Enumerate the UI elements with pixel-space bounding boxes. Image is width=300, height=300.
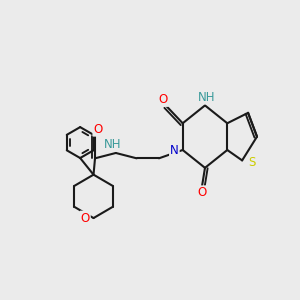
Text: NH: NH [198,91,215,103]
Text: O: O [197,186,207,199]
Text: O: O [81,212,90,225]
Text: S: S [248,156,255,169]
Text: N: N [170,143,179,157]
Text: O: O [93,123,103,136]
Text: NH: NH [104,138,122,151]
Text: O: O [159,93,168,106]
